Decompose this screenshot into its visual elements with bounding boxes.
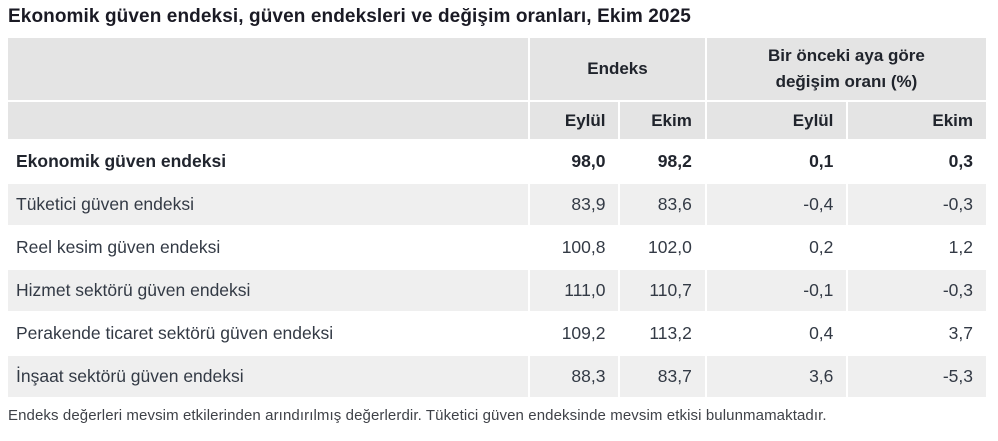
change-ekim-value: -0,3 bbox=[848, 184, 986, 225]
change-eylul-value: 0,1 bbox=[706, 141, 847, 182]
index-ekim-value: 102,0 bbox=[620, 227, 705, 268]
change-eylul-value: 0,2 bbox=[706, 227, 847, 268]
table-body: Ekonomik güven endeksi 98,0 98,2 0,1 0,3… bbox=[8, 141, 986, 397]
index-eylul-header: Eylül bbox=[530, 102, 619, 139]
row-label: Reel kesim güven endeksi bbox=[8, 227, 529, 268]
index-eylul-value: 111,0 bbox=[530, 270, 619, 311]
change-eylul-value: 0,4 bbox=[706, 313, 847, 354]
change-group-header-text: Bir önceki aya göre değişim oranı (%) bbox=[768, 45, 925, 91]
table-row: Perakende ticaret sektörü güven endeksi … bbox=[8, 313, 986, 354]
index-eylul-value: 83,9 bbox=[530, 184, 619, 225]
table-row: Tüketici güven endeksi 83,9 83,6 -0,4 -0… bbox=[8, 184, 986, 225]
table-row: Ekonomik güven endeksi 98,0 98,2 0,1 0,3 bbox=[8, 141, 986, 182]
table-header: Endeks Bir önceki aya göre değişim oranı… bbox=[8, 38, 986, 139]
change-ekim-value: -5,3 bbox=[848, 356, 986, 397]
index-ekim-value: 98,2 bbox=[620, 141, 705, 182]
table-row: Reel kesim güven endeksi 100,8 102,0 0,2… bbox=[8, 227, 986, 268]
empty-label-header-cell bbox=[8, 102, 529, 139]
index-ekim-value: 110,7 bbox=[620, 270, 705, 311]
index-eylul-value: 100,8 bbox=[530, 227, 619, 268]
index-ekim-value: 83,7 bbox=[620, 356, 705, 397]
index-ekim-value: 83,6 bbox=[620, 184, 705, 225]
change-group-header: Bir önceki aya göre değişim oranı (%) bbox=[706, 38, 986, 100]
table-row: İnşaat sektörü güven endeksi 88,3 83,7 3… bbox=[8, 356, 986, 397]
change-eylul-value: -0,4 bbox=[706, 184, 847, 225]
index-eylul-value: 98,0 bbox=[530, 141, 619, 182]
row-label: Hizmet sektörü güven endeksi bbox=[8, 270, 529, 311]
sub-header-row: Eylül Ekim Eylül Ekim bbox=[8, 102, 986, 139]
change-ekim-value: 0,3 bbox=[848, 141, 986, 182]
index-eylul-value: 109,2 bbox=[530, 313, 619, 354]
row-label: İnşaat sektörü güven endeksi bbox=[8, 356, 529, 397]
change-eylul-value: 3,6 bbox=[706, 356, 847, 397]
change-ekim-value: 3,7 bbox=[848, 313, 986, 354]
index-group-header: Endeks bbox=[530, 38, 705, 100]
page-title: Ekonomik güven endeksi, güven endeksleri… bbox=[8, 6, 691, 27]
change-eylul-value: -0,1 bbox=[706, 270, 847, 311]
index-ekim-value: 113,2 bbox=[620, 313, 705, 354]
row-label: Ekonomik güven endeksi bbox=[8, 141, 529, 182]
change-eylul-header: Eylül bbox=[706, 102, 847, 139]
change-ekim-header: Ekim bbox=[848, 102, 986, 139]
confidence-index-table: Endeks Bir önceki aya göre değişim oranı… bbox=[6, 36, 988, 399]
index-ekim-header: Ekim bbox=[620, 102, 705, 139]
footnote: Endeks değerleri mevsim etkilerinden arı… bbox=[8, 407, 827, 424]
change-ekim-value: -0,3 bbox=[848, 270, 986, 311]
index-eylul-value: 88,3 bbox=[530, 356, 619, 397]
row-label: Perakende ticaret sektörü güven endeksi bbox=[8, 313, 529, 354]
empty-corner-cell bbox=[8, 38, 529, 100]
row-label: Tüketici güven endeksi bbox=[8, 184, 529, 225]
change-ekim-value: 1,2 bbox=[848, 227, 986, 268]
group-header-row: Endeks Bir önceki aya göre değişim oranı… bbox=[8, 38, 986, 100]
table-row: Hizmet sektörü güven endeksi 111,0 110,7… bbox=[8, 270, 986, 311]
